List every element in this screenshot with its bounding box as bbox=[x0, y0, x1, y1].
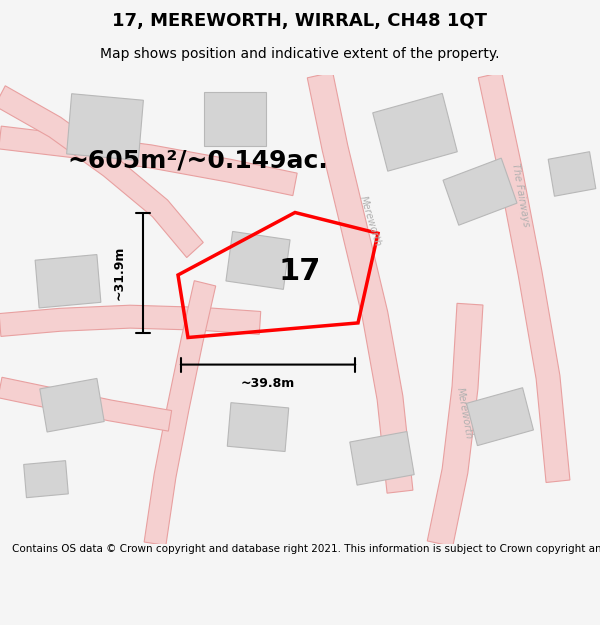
Polygon shape bbox=[350, 431, 414, 485]
Polygon shape bbox=[478, 72, 570, 482]
Polygon shape bbox=[144, 281, 216, 546]
Text: The Fairways: The Fairways bbox=[510, 162, 531, 228]
Polygon shape bbox=[67, 94, 143, 161]
Polygon shape bbox=[373, 93, 457, 171]
Text: 17: 17 bbox=[278, 256, 320, 286]
Text: Mereworth: Mereworth bbox=[358, 194, 383, 248]
Polygon shape bbox=[467, 388, 533, 446]
Polygon shape bbox=[0, 305, 261, 336]
Polygon shape bbox=[0, 86, 203, 258]
Polygon shape bbox=[23, 461, 68, 498]
Text: 17, MEREWORTH, WIRRAL, CH48 1QT: 17, MEREWORTH, WIRRAL, CH48 1QT bbox=[113, 12, 487, 30]
Polygon shape bbox=[227, 402, 289, 451]
Polygon shape bbox=[548, 152, 596, 196]
Polygon shape bbox=[427, 303, 483, 547]
Polygon shape bbox=[35, 254, 101, 308]
Text: Contains OS data © Crown copyright and database right 2021. This information is : Contains OS data © Crown copyright and d… bbox=[12, 544, 600, 554]
Polygon shape bbox=[40, 378, 104, 432]
Polygon shape bbox=[204, 92, 266, 146]
Text: Map shows position and indicative extent of the property.: Map shows position and indicative extent… bbox=[100, 47, 500, 61]
Polygon shape bbox=[443, 158, 517, 225]
Polygon shape bbox=[226, 231, 290, 289]
Polygon shape bbox=[307, 72, 413, 493]
Text: ~39.8m: ~39.8m bbox=[241, 377, 295, 390]
Text: Mereworth: Mereworth bbox=[455, 387, 474, 440]
Text: ~605m²/~0.149ac.: ~605m²/~0.149ac. bbox=[68, 148, 328, 173]
Polygon shape bbox=[0, 126, 297, 196]
Polygon shape bbox=[0, 378, 172, 431]
Text: ~31.9m: ~31.9m bbox=[113, 246, 125, 300]
